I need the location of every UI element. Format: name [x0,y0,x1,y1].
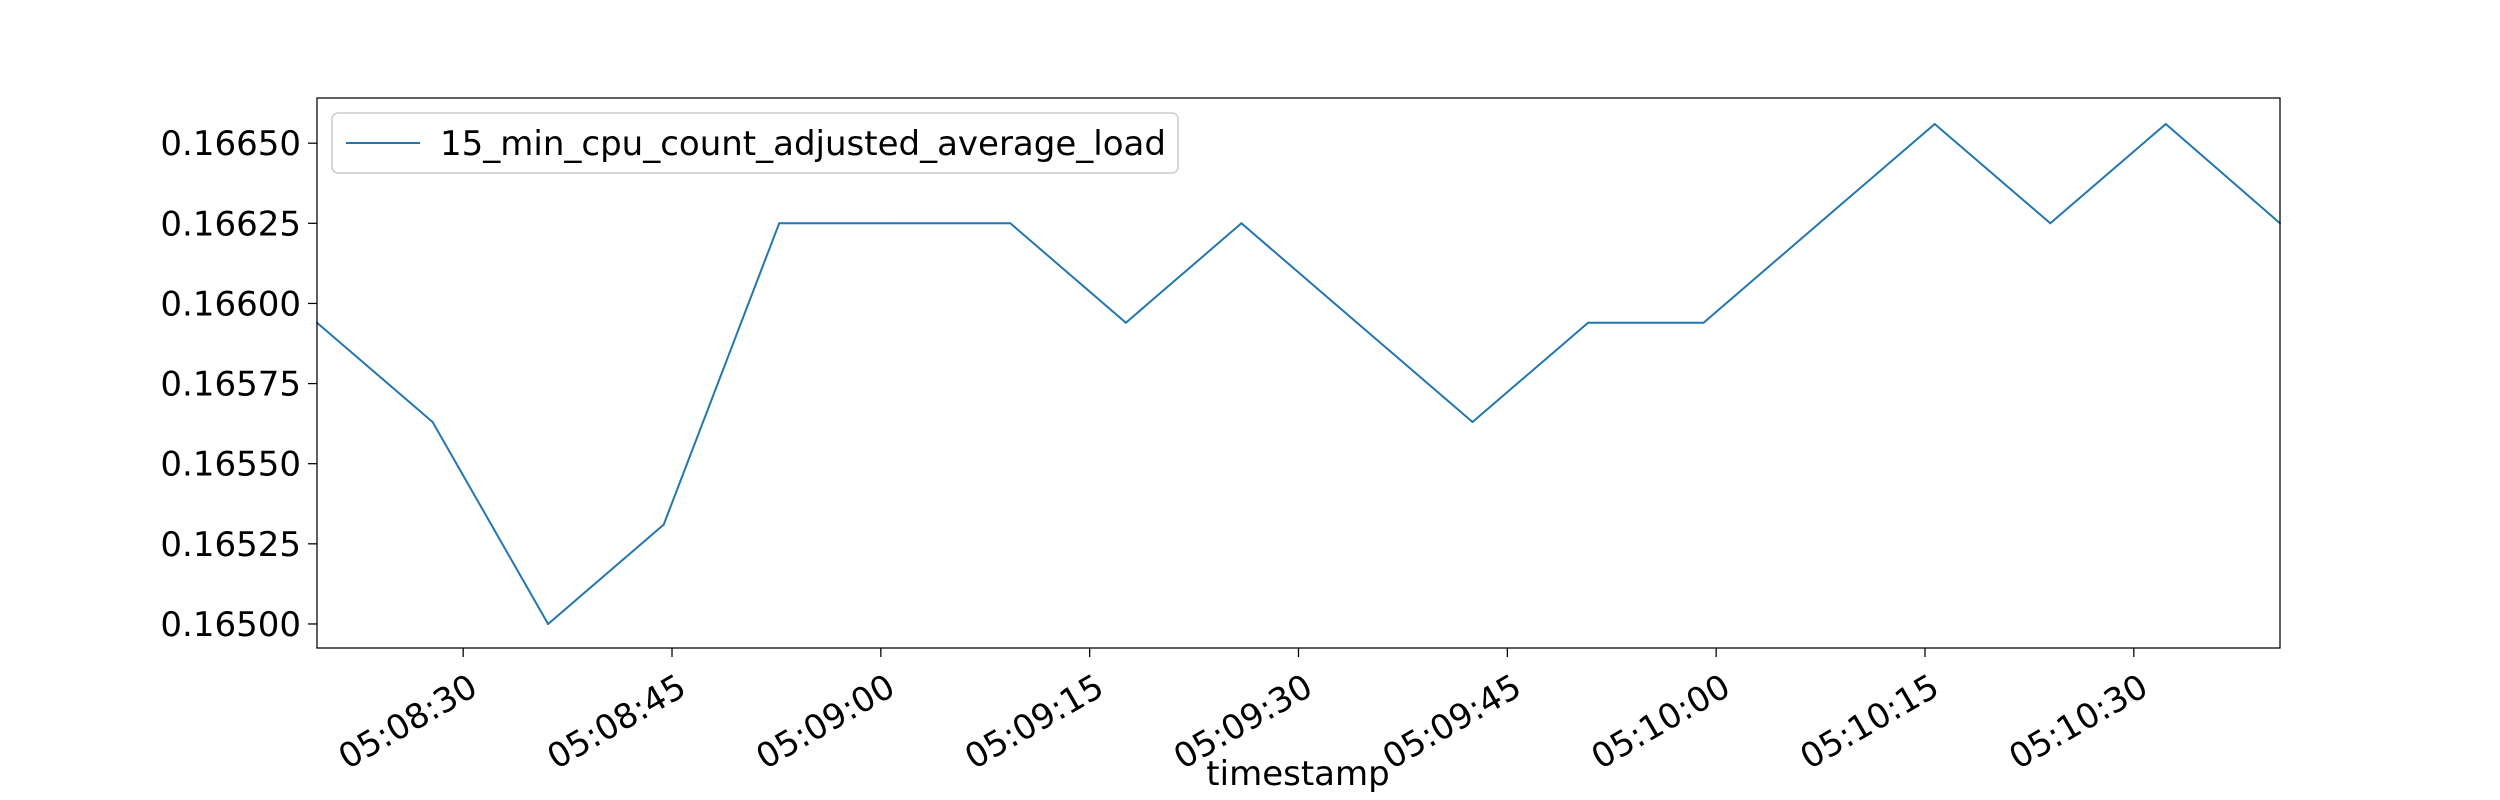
y-tick-label: 0.16650 [160,124,301,164]
data-point [1356,321,1358,324]
legend-label: 15_min_cpu_count_adjusted_average_load [440,124,1166,164]
y-tick-label: 0.16600 [160,284,301,324]
data-point [2049,222,2052,225]
data-point [1933,123,1936,125]
data-point [1124,321,1127,324]
series-line [316,123,2281,625]
y-tick-label: 0.16525 [160,525,301,565]
legend-frame [331,112,1179,174]
data-point [662,523,665,526]
data-point [1818,222,1821,225]
legend: 15_min_cpu_count_adjusted_average_load [331,112,1179,174]
x-axis-label: timestamp [1206,754,1389,794]
y-tick-label: 0.16550 [160,445,301,485]
y-tick-label: 0.16500 [160,605,301,645]
data-point [1009,222,1012,225]
data-point [1240,222,1243,225]
data-point [431,421,434,423]
data-point [1587,321,1590,324]
data-point [547,623,550,625]
y-tick-label: 0.16625 [160,204,301,244]
data-point [1702,321,1705,324]
y-tick-label: 0.16575 [160,365,301,405]
data-point [778,222,781,225]
data-point [2164,123,2167,125]
data-point [1471,421,1474,423]
data-point [893,222,896,225]
